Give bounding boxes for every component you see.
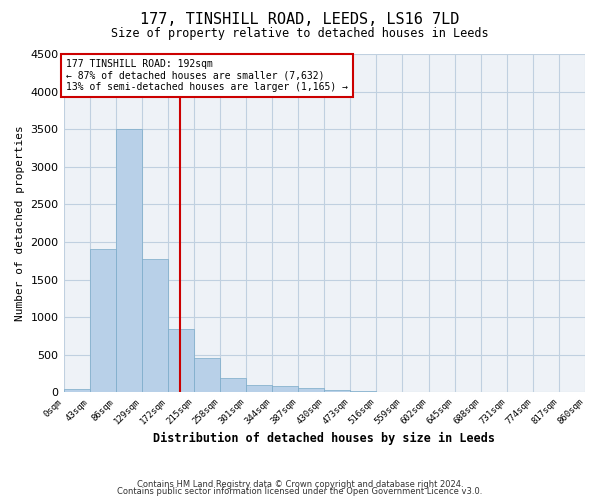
Bar	[220, 378, 246, 392]
Bar	[168, 329, 194, 392]
Y-axis label: Number of detached properties: Number of detached properties	[15, 126, 25, 321]
Text: 177 TINSHILL ROAD: 192sqm
← 87% of detached houses are smaller (7,632)
13% of se: 177 TINSHILL ROAD: 192sqm ← 87% of detac…	[66, 59, 348, 92]
Bar	[272, 386, 298, 392]
Bar	[298, 388, 324, 392]
Text: 177, TINSHILL ROAD, LEEDS, LS16 7LD: 177, TINSHILL ROAD, LEEDS, LS16 7LD	[140, 12, 460, 28]
Bar	[246, 385, 272, 392]
Bar	[64, 388, 89, 392]
Bar	[89, 250, 116, 392]
Bar	[194, 358, 220, 392]
Bar	[324, 390, 350, 392]
X-axis label: Distribution of detached houses by size in Leeds: Distribution of detached houses by size …	[153, 432, 495, 445]
Bar	[350, 391, 376, 392]
Bar	[116, 129, 142, 392]
Text: Size of property relative to detached houses in Leeds: Size of property relative to detached ho…	[111, 28, 489, 40]
Text: Contains public sector information licensed under the Open Government Licence v3: Contains public sector information licen…	[118, 488, 482, 496]
Text: Contains HM Land Registry data © Crown copyright and database right 2024.: Contains HM Land Registry data © Crown c…	[137, 480, 463, 489]
Bar	[142, 259, 168, 392]
